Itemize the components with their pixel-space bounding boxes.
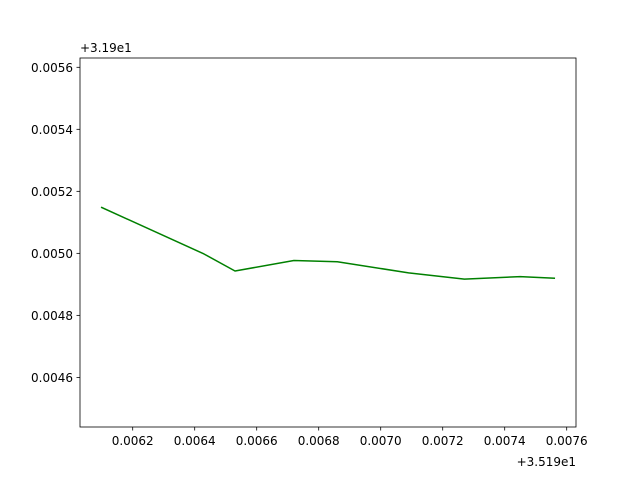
x-tick-label: 0.0068 [298,434,340,448]
series-line-0 [100,206,556,280]
y-tick-label: 0.0056 [31,61,73,75]
y-tick-label: 0.0046 [31,371,73,385]
y-axis: 0.0046 0.0048 0.0050 0.0052 0.0054 0.0056 [31,61,80,385]
x-offset-label: +3.519e1 [517,455,576,469]
plot-area [80,58,576,427]
x-tick-label: 0.0076 [546,434,588,448]
y-offset-label: +3.19e1 [80,41,132,55]
x-tick-label: 0.0064 [174,434,216,448]
y-tick-label: 0.0048 [31,309,73,323]
x-tick-label: 0.0070 [360,434,402,448]
x-tick-label: 0.0072 [422,434,464,448]
series-layer [100,206,556,280]
y-tick-label: 0.0054 [31,123,73,137]
y-tick-label: 0.0052 [31,185,73,199]
x-tick-label: 0.0066 [236,434,278,448]
plot-frame [79,57,577,428]
x-axis: 0.0062 0.0064 0.0066 0.0068 0.0070 0.0072 0.00… [112,427,588,448]
x-tick-label: 0.0062 [112,434,154,448]
y-tick-label: 0.0050 [31,247,73,261]
x-tick-label: 0.0074 [484,434,526,448]
